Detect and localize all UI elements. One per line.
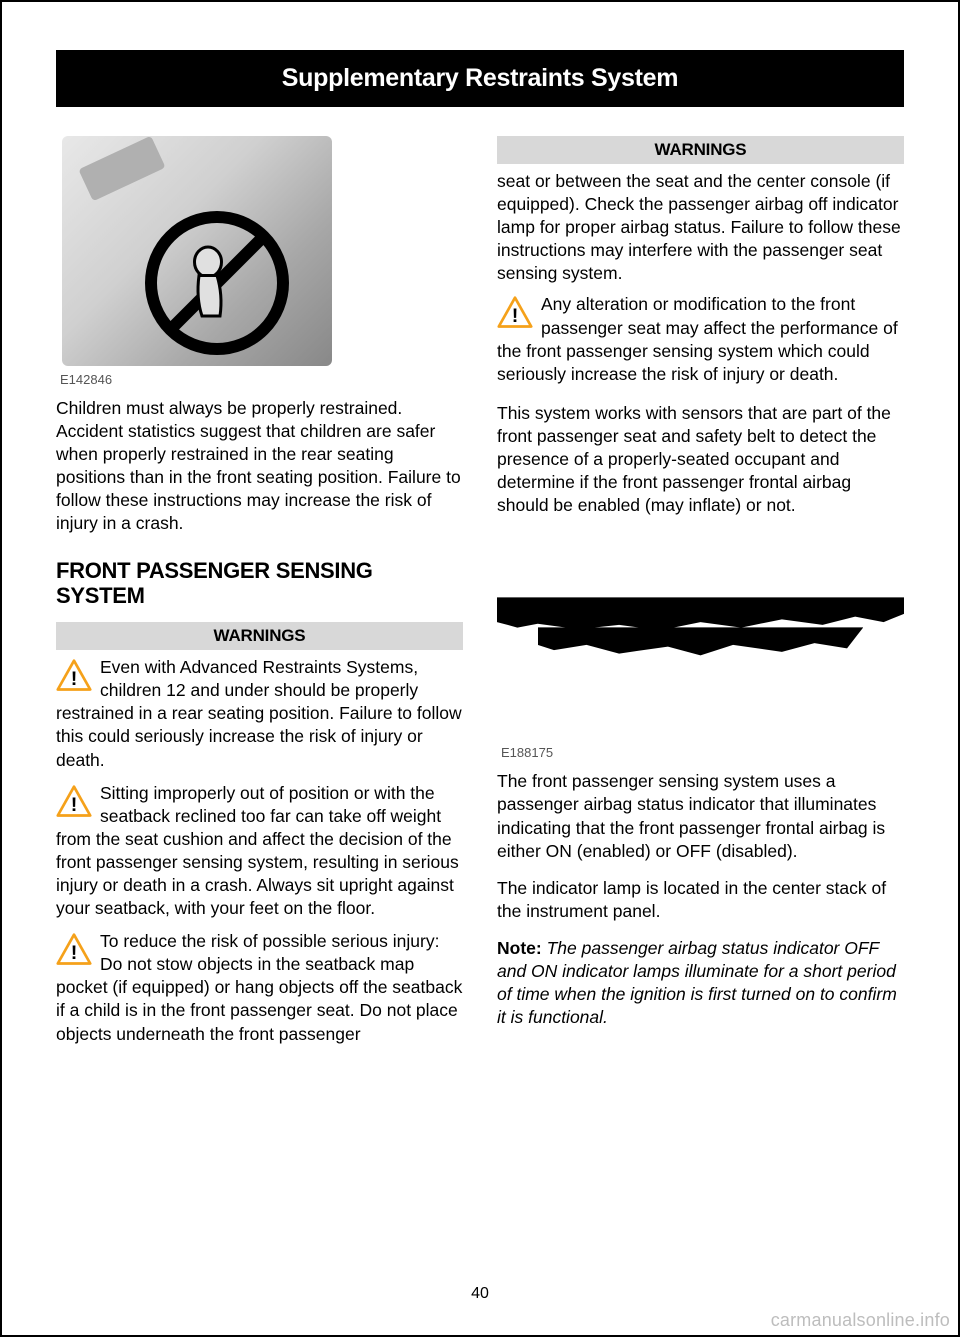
warning-block: ! Sitting improperly out of position or … — [56, 782, 463, 921]
chapter-header: Supplementary Restraints System — [56, 50, 904, 107]
warnings-header: WARNINGS — [56, 622, 463, 650]
note-text: The passenger airbag status indicator OF… — [497, 938, 897, 1027]
warning-block: ! To reduce the risk of possible serious… — [56, 930, 463, 1045]
manual-page: Supplementary Restraints System E142846 … — [0, 0, 960, 1337]
warning-block: ! Any alteration or modification to the … — [497, 293, 904, 385]
warning-icon: ! — [56, 784, 92, 820]
watermark: carmanualsonline.info — [771, 1310, 950, 1331]
note-paragraph: Note: The passenger airbag status indica… — [497, 937, 904, 1029]
svg-text:!: ! — [71, 668, 78, 690]
children-restraint-text: Children must always be properly restrai… — [56, 397, 463, 536]
right-column: WARNINGS seat or between the seat and th… — [497, 136, 904, 1056]
warning-continuation: seat or between the seat and the center … — [497, 170, 904, 285]
warnings-header: WARNINGS — [497, 136, 904, 164]
warning-icon: ! — [56, 658, 92, 694]
page-number: 40 — [2, 1285, 958, 1303]
warning-text: Any alteration or modification to the fr… — [497, 294, 898, 383]
svg-text:!: ! — [71, 794, 78, 816]
svg-text:!: ! — [71, 942, 78, 964]
left-column: E142846 Children must always be properly… — [56, 136, 463, 1056]
warning-icon: ! — [497, 295, 533, 331]
note-label: Note: — [497, 938, 542, 958]
system-description: This system works with sensors that are … — [497, 402, 904, 517]
image-id: E188175 — [501, 745, 904, 760]
warning-block: ! Even with Advanced Restraints Systems,… — [56, 656, 463, 771]
lamp-location: The indicator lamp is located in the cen… — [497, 877, 904, 923]
warning-text: Sitting improperly out of position or wi… — [56, 783, 459, 918]
warning-text: Even with Advanced Restraints Systems, c… — [56, 657, 462, 769]
indicator-illustration — [497, 597, 904, 737]
airbag-illustration — [62, 136, 332, 366]
indicator-description: The front passenger sensing system uses … — [497, 770, 904, 862]
image-id: E142846 — [60, 372, 463, 387]
chapter-title: Supplementary Restraints System — [56, 64, 904, 93]
svg-text:!: ! — [512, 305, 519, 327]
content-columns: E142846 Children must always be properly… — [56, 136, 904, 1056]
warning-text: To reduce the risk of possible serious i… — [56, 931, 462, 1043]
prohibition-icon — [142, 208, 292, 358]
section-heading: FRONT PASSENGER SENSING SYSTEM — [56, 558, 463, 609]
warning-icon: ! — [56, 932, 92, 968]
